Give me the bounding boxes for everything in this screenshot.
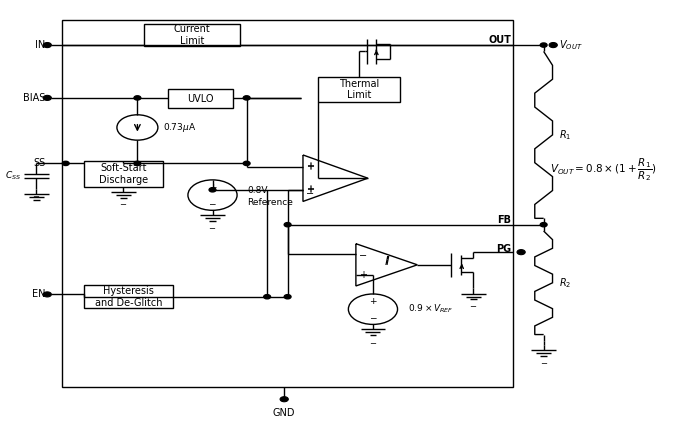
Circle shape xyxy=(243,96,250,100)
Circle shape xyxy=(549,42,557,47)
Circle shape xyxy=(63,161,69,165)
Text: $-$: $-$ xyxy=(208,198,217,207)
Bar xyxy=(63,20,513,388)
Circle shape xyxy=(284,223,291,227)
Circle shape xyxy=(134,96,141,100)
Text: 0.8V: 0.8V xyxy=(247,187,268,195)
Text: $-$: $-$ xyxy=(358,249,368,259)
Text: $V_{OUT} = 0.8 \times (1 + \dfrac{R_1}{R_2})$: $V_{OUT} = 0.8 \times (1 + \dfrac{R_1}{R… xyxy=(550,156,657,183)
Text: Current
Limit: Current Limit xyxy=(174,24,210,46)
Circle shape xyxy=(280,397,289,402)
Bar xyxy=(144,24,240,46)
Text: $V_{OUT}$: $V_{OUT}$ xyxy=(559,38,583,52)
Text: Thermal
Limit: Thermal Limit xyxy=(339,78,379,100)
Text: BIAS: BIAS xyxy=(23,93,45,103)
Text: +: + xyxy=(306,162,314,172)
Text: +: + xyxy=(369,297,376,306)
Text: $-$: $-$ xyxy=(305,187,315,197)
Text: Hysteresis
and De-Glitch: Hysteresis and De-Glitch xyxy=(95,286,162,307)
Bar xyxy=(168,89,233,108)
Text: UVLO: UVLO xyxy=(188,94,214,103)
Circle shape xyxy=(209,188,216,192)
Circle shape xyxy=(540,43,547,47)
Text: Soft-Start
Discharge: Soft-Start Discharge xyxy=(99,163,148,185)
Text: 0.73$\mu$A: 0.73$\mu$A xyxy=(164,121,196,134)
Text: PG: PG xyxy=(496,244,511,254)
Text: $-$: $-$ xyxy=(369,312,377,321)
Text: $R_2$: $R_2$ xyxy=(559,276,571,290)
Text: $-$: $-$ xyxy=(369,337,377,346)
Text: SS: SS xyxy=(33,159,45,168)
Text: $-$: $-$ xyxy=(120,198,128,207)
Text: IN: IN xyxy=(35,40,45,50)
Text: $-$: $-$ xyxy=(208,222,216,231)
Circle shape xyxy=(43,42,52,47)
Text: $\mathit{I\!I}$: $\mathit{I\!I}$ xyxy=(384,255,391,268)
Circle shape xyxy=(43,292,52,297)
Circle shape xyxy=(284,295,291,299)
Text: +: + xyxy=(306,184,314,194)
Text: EN: EN xyxy=(32,290,45,299)
Bar xyxy=(84,161,163,187)
Circle shape xyxy=(43,95,52,100)
Text: +: + xyxy=(306,185,314,195)
Text: +: + xyxy=(209,183,216,192)
Text: $0.9 \times V_{REF}$: $0.9 \times V_{REF}$ xyxy=(408,303,453,315)
Bar xyxy=(84,285,173,308)
Text: +: + xyxy=(359,271,367,280)
Text: OUT: OUT xyxy=(488,35,511,45)
Text: GND: GND xyxy=(273,408,295,418)
Text: $-$: $-$ xyxy=(469,300,477,309)
Text: $-$: $-$ xyxy=(539,357,548,365)
Text: +: + xyxy=(306,161,314,171)
Circle shape xyxy=(243,161,250,165)
Circle shape xyxy=(540,223,547,227)
Text: $R_1$: $R_1$ xyxy=(559,128,571,142)
Bar xyxy=(318,77,401,102)
Text: Reference: Reference xyxy=(247,198,293,207)
Circle shape xyxy=(264,295,271,299)
Text: $C_{SS}$: $C_{SS}$ xyxy=(5,170,21,182)
Circle shape xyxy=(134,161,141,165)
Text: $-$: $-$ xyxy=(32,191,41,200)
Text: FB: FB xyxy=(497,215,511,226)
Circle shape xyxy=(517,250,526,255)
